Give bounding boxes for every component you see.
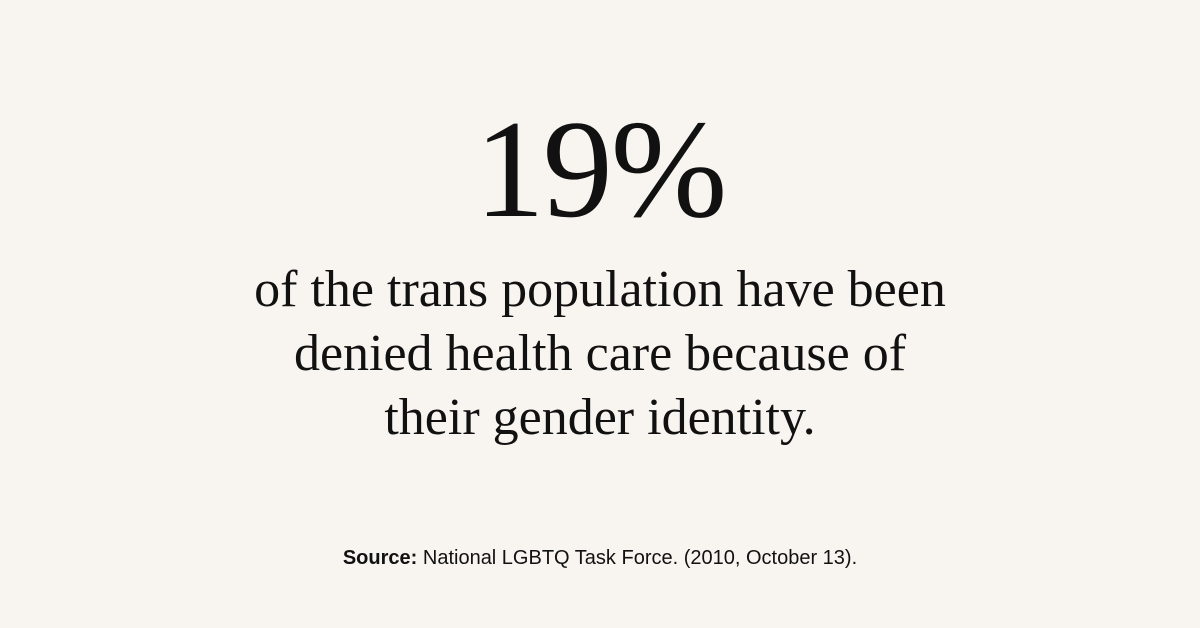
stat-value: 19% <box>474 92 728 247</box>
description-line: of the trans population have been <box>254 261 946 318</box>
source-label: Source: <box>342 547 418 569</box>
source-text: National LGBTQ Task Force. (2010, Octobe… <box>422 547 858 569</box>
source: Source: National LGBTQ Task Force. (2010… <box>0 545 1200 571</box>
description: of the trans population have been denied… <box>0 258 1200 450</box>
description-line: their gender identity. <box>384 389 816 446</box>
description-line: denied health care because of <box>293 325 907 382</box>
